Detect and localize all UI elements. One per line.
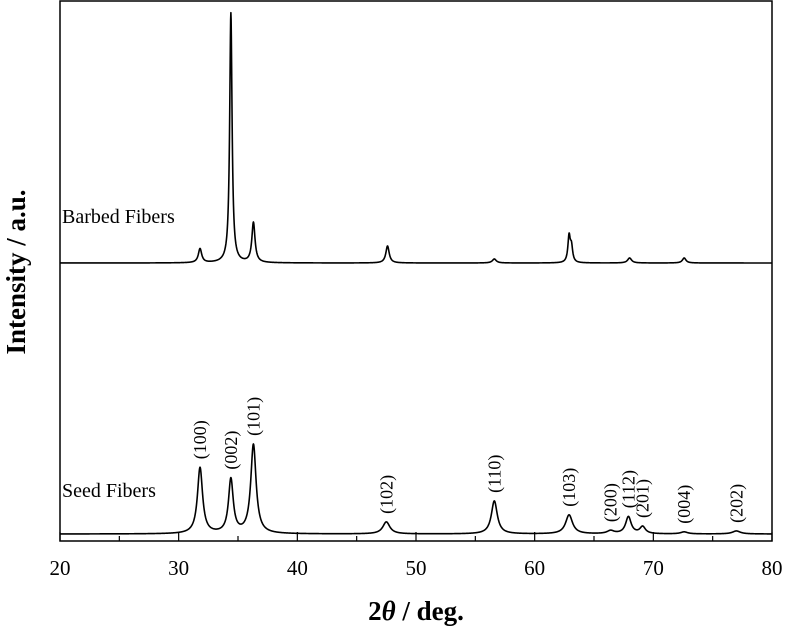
x-tick-labels: 20 30 40 50 60 70 80 bbox=[50, 556, 783, 580]
peak-label: (202) bbox=[726, 484, 747, 523]
peak-label: (101) bbox=[243, 397, 264, 436]
series-name-label: Seed Fibers bbox=[62, 480, 156, 502]
x-tick-label: 60 bbox=[524, 556, 545, 580]
series-labels: Barbed Fibers Seed Fibers bbox=[62, 206, 175, 502]
peak-label: (100) bbox=[190, 420, 211, 459]
x-tick-label: 80 bbox=[762, 556, 783, 580]
peak-label: (200) bbox=[601, 483, 622, 522]
peak-label: (201) bbox=[633, 479, 654, 518]
peak-label: (103) bbox=[559, 468, 580, 507]
x-axis-title-prefix: 2 bbox=[368, 596, 382, 626]
y-axis-title: Intensity / a.u. bbox=[1, 189, 31, 354]
peak-label: (002) bbox=[221, 431, 242, 470]
series-lines bbox=[59, 11, 773, 535]
x-axis-title-suffix: / deg. bbox=[396, 596, 464, 626]
peak-label: (102) bbox=[376, 475, 397, 514]
plot-frame bbox=[59, 0, 773, 542]
series-name-label: Barbed Fibers bbox=[62, 206, 175, 228]
x-tick-label: 30 bbox=[168, 556, 189, 580]
x-tick-label: 40 bbox=[287, 556, 308, 580]
x-axis-title: 2θ / deg. bbox=[368, 596, 464, 626]
series-line bbox=[59, 443, 773, 535]
x-tick-label: 20 bbox=[50, 556, 71, 580]
peak-label: (004) bbox=[674, 485, 695, 524]
x-axis-title-symbol: θ bbox=[382, 596, 396, 626]
x-tick-label: 50 bbox=[406, 556, 427, 580]
peak-label: (112) bbox=[618, 470, 639, 508]
series-line bbox=[59, 11, 773, 264]
peak-labels: (100) (002)(101) (102) (110) (103) (200)(112)… bbox=[190, 397, 747, 524]
x-tick-label: 70 bbox=[643, 556, 664, 580]
peak-label: (110) bbox=[484, 455, 505, 493]
